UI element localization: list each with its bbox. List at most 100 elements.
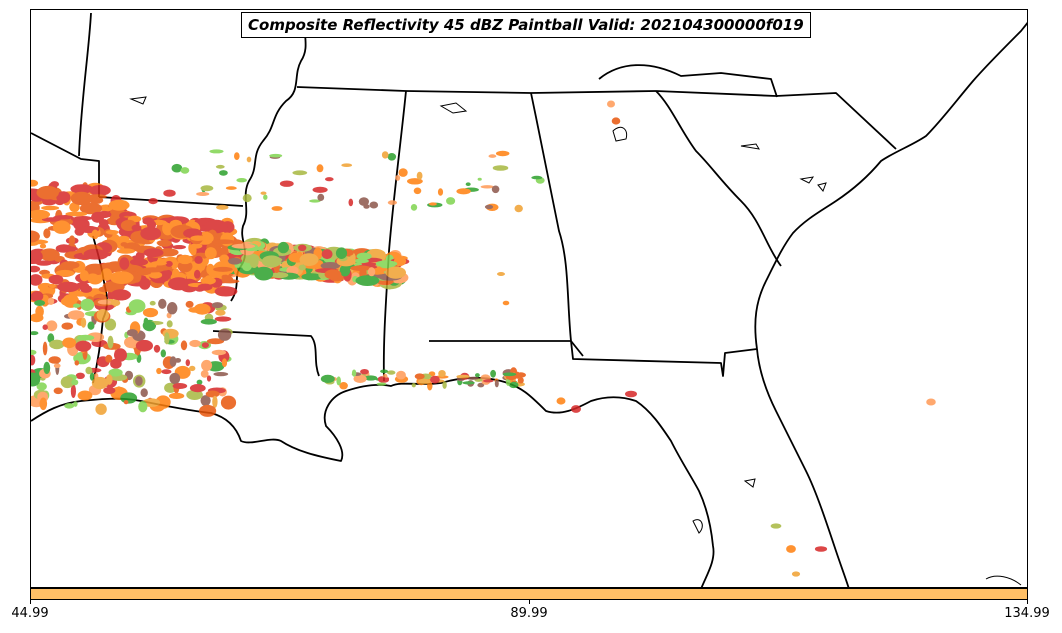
paintball-blob <box>43 228 51 239</box>
paintball-blob <box>351 369 357 377</box>
paintball-blob <box>80 298 95 311</box>
paintball-blob <box>174 358 182 363</box>
paintball-blob <box>356 252 372 260</box>
paintball-blob <box>814 546 828 552</box>
paintball-blob <box>298 264 306 271</box>
colorbar-tick-label-2: 89.99 <box>510 606 548 621</box>
paintball-blob <box>475 373 480 378</box>
paintball-blob <box>42 341 48 356</box>
paintball-blob <box>168 392 185 399</box>
ms-al-border <box>382 90 407 382</box>
colorbar <box>30 588 1028 600</box>
paintball-blob <box>167 302 178 315</box>
paintball-blob <box>41 217 61 222</box>
fl-north-border <box>429 340 758 377</box>
paintball-blob <box>31 230 40 243</box>
paintball-blob <box>164 332 170 345</box>
paintball-blob <box>74 360 80 366</box>
paintball-blob <box>142 217 154 225</box>
paintball-blob <box>214 286 238 297</box>
paintball-blob <box>53 363 61 369</box>
paintball-blob <box>169 372 181 385</box>
paintball-blob <box>31 313 44 323</box>
paintball-blob <box>61 322 74 330</box>
paintball-blob <box>73 401 78 407</box>
paintball-blob <box>200 395 211 407</box>
paintball-blob <box>786 545 796 553</box>
paintball-blob <box>64 403 75 409</box>
paintball-blob <box>172 383 188 389</box>
paintball-blob <box>37 282 53 291</box>
paintball-blob <box>200 276 216 285</box>
map-canvas <box>31 12 1027 587</box>
paintball-blob <box>31 349 37 355</box>
paintball-blob <box>320 262 340 270</box>
paintball-blob <box>325 177 334 182</box>
paintball-blob <box>41 198 57 206</box>
paintball-blob <box>466 376 480 380</box>
paintball-blob <box>217 328 232 341</box>
paintball-blob <box>236 178 247 183</box>
paintball-blob <box>770 523 782 529</box>
map-panel <box>30 9 1028 588</box>
paintball-blob <box>70 184 94 194</box>
paintball-blob <box>571 405 581 413</box>
state-boundaries <box>31 12 1027 587</box>
paintball-blob <box>165 260 173 267</box>
paintball-blob <box>206 338 225 345</box>
paintball-blob <box>97 299 111 305</box>
paintball-blob <box>31 259 43 264</box>
paintball-blob <box>353 374 367 383</box>
paintball-blob <box>105 230 119 235</box>
paintball-blob <box>153 344 161 353</box>
paintball-blob <box>156 367 162 375</box>
paintball-blob <box>189 339 201 348</box>
paintball-blob <box>109 271 134 284</box>
paintball-blob <box>336 376 342 386</box>
paintball-blob <box>209 149 224 154</box>
paintball-blob <box>155 395 171 409</box>
paintball-blob <box>160 349 166 358</box>
paintball-blob <box>398 168 408 177</box>
paintball-blob <box>502 300 510 306</box>
paintball-blob <box>31 291 44 302</box>
paintball-blob <box>231 243 256 249</box>
paintball-blob <box>437 188 444 196</box>
paintball-blob <box>270 272 289 279</box>
paintball-blob <box>79 270 89 282</box>
paintball-blob <box>219 254 229 262</box>
paintball-blob <box>131 224 142 232</box>
paintball-blob <box>221 274 229 280</box>
paintball-blob <box>189 384 206 393</box>
paintball-blob <box>492 165 509 171</box>
paintball-blob <box>135 339 153 352</box>
paintball-blob <box>417 378 431 385</box>
paintball-blob <box>31 209 51 220</box>
la-ms-border <box>212 330 320 377</box>
paintball-blob <box>161 369 172 375</box>
paintball-blob <box>234 152 240 161</box>
ok-ar-border <box>78 12 92 157</box>
paintball-blob <box>387 370 396 375</box>
paintball-blob <box>177 254 193 265</box>
paintball-blob <box>428 202 437 206</box>
title-text: Composite Reflectivity 45 dBZ Paintball … <box>248 16 804 34</box>
paintball-blob <box>106 374 113 385</box>
paintball-blob <box>62 246 78 252</box>
paintball-blob <box>194 269 201 279</box>
paintball-blob <box>215 164 225 169</box>
paintball-blob <box>321 249 333 260</box>
paintball-blob <box>80 285 93 293</box>
paintball-blob <box>89 185 111 196</box>
paintball-blob <box>625 390 637 398</box>
paintball-blob <box>483 379 494 383</box>
paintball-blob <box>71 379 79 386</box>
paintball-blob <box>97 210 112 219</box>
tx-ok-border <box>31 132 100 197</box>
paintball-blob <box>312 186 328 193</box>
paintball-blob <box>41 205 60 211</box>
paintball-blob <box>220 395 237 410</box>
paintball-blob <box>48 283 56 289</box>
paintball-blob <box>216 204 229 210</box>
paintball-blob <box>269 153 283 158</box>
